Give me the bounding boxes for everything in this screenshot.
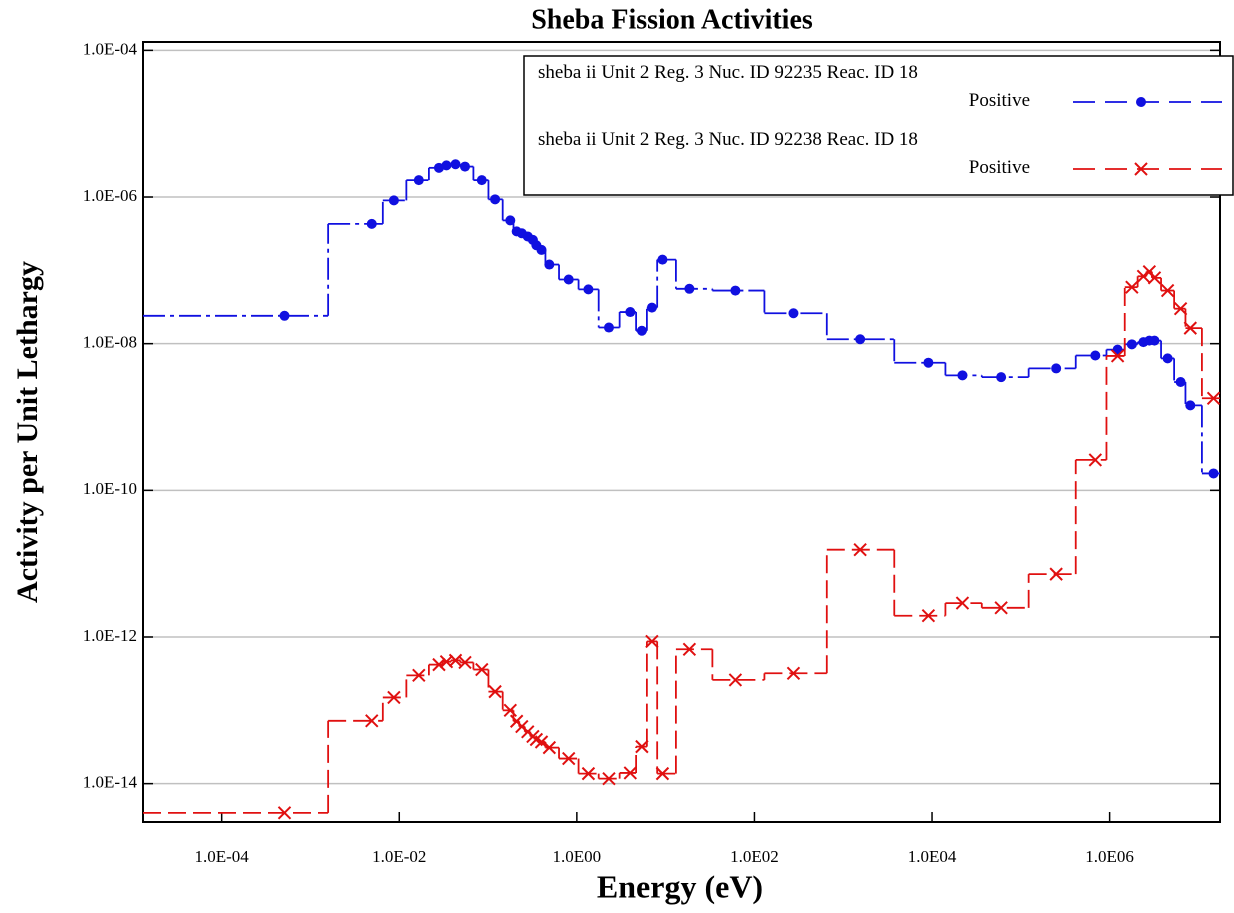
marker [387, 690, 401, 705]
marker [475, 662, 489, 677]
marker [625, 307, 636, 318]
marker [562, 751, 576, 766]
marker [682, 642, 697, 656]
marker [636, 325, 647, 336]
marker [1147, 271, 1162, 285]
marker [996, 372, 1007, 383]
marker [957, 370, 968, 381]
marker [534, 735, 549, 749]
x-tick-label: 1.0E-02 [372, 847, 426, 866]
marker [583, 284, 594, 295]
marker [855, 334, 866, 345]
marker [476, 175, 487, 186]
x-tick-label: 1.0E06 [1085, 847, 1134, 866]
y-tick-label: 1.0E-06 [83, 186, 137, 205]
chart-title: Sheba Fission Activities [531, 4, 813, 35]
marker [623, 766, 638, 780]
y-axis-label: Activity per Unit Lethargy [11, 261, 44, 603]
marker [1134, 162, 1148, 176]
marker [1160, 283, 1175, 298]
marker [1149, 335, 1160, 346]
y-tick-label: 1.0E-10 [83, 479, 137, 498]
x-tick-label: 1.0E02 [730, 847, 779, 866]
marker [581, 766, 596, 781]
marker [655, 766, 670, 781]
x-tick-label: 1.0E00 [553, 847, 602, 866]
marker [536, 244, 547, 255]
marker [728, 673, 743, 687]
marker [684, 283, 695, 294]
marker [1175, 377, 1186, 388]
marker [602, 771, 616, 786]
marker [503, 703, 518, 718]
legend-label: sheba ii Unit 2 Reg. 3 Nuc. ID 92238 Rea… [538, 129, 1030, 178]
marker [1051, 363, 1062, 374]
y-tick-label: 1.0E-12 [83, 626, 137, 645]
marker [412, 668, 426, 683]
marker [279, 310, 290, 321]
marker [450, 159, 461, 170]
marker [1090, 350, 1101, 361]
marker [1049, 567, 1063, 581]
marker [1125, 280, 1139, 294]
marker [1162, 353, 1173, 364]
marker [1183, 321, 1197, 335]
legend-label-line: Positive [969, 157, 1030, 178]
x-tick-label: 1.0E-04 [195, 847, 250, 866]
marker [432, 657, 446, 672]
marker [542, 740, 557, 755]
y-tick-label: 1.0E-14 [83, 773, 138, 792]
x-tick-label: 1.0E04 [908, 847, 957, 866]
marker [994, 601, 1008, 615]
marker [1206, 391, 1221, 405]
legend-label: sheba ii Unit 2 Reg. 3 Nuc. ID 92235 Rea… [538, 62, 1030, 111]
marker [788, 308, 799, 319]
marker [646, 302, 657, 313]
marker [1126, 339, 1137, 350]
marker [544, 259, 555, 270]
marker [366, 218, 377, 229]
marker [490, 194, 501, 205]
marker [388, 195, 399, 206]
marker [441, 160, 452, 171]
marker [1173, 301, 1188, 316]
y-tick-label: 1.0E-08 [83, 333, 137, 352]
marker [730, 285, 741, 296]
marker [921, 609, 936, 623]
marker [1208, 468, 1219, 479]
marker [1185, 400, 1196, 411]
y-tick-label: 1.0E-04 [83, 39, 138, 58]
marker [365, 714, 379, 728]
marker [1110, 349, 1125, 363]
marker [853, 543, 867, 557]
marker [657, 254, 668, 265]
marker [488, 684, 502, 699]
marker [923, 357, 934, 368]
legend-box [523, 55, 1234, 196]
marker [413, 175, 424, 186]
marker [563, 274, 574, 285]
x-axis-label: Energy (eV) [597, 868, 763, 904]
marker [505, 215, 516, 226]
plot-frame [142, 41, 1221, 823]
marker [645, 634, 659, 649]
marker [1088, 453, 1103, 467]
legend-label-line: sheba ii Unit 2 Reg. 3 Nuc. ID 92238 Rea… [538, 129, 918, 150]
marker [603, 322, 614, 333]
marker [955, 596, 970, 610]
marker [786, 666, 801, 680]
marker [1136, 97, 1146, 107]
marker [277, 806, 292, 820]
legend-label-line: Positive [969, 90, 1030, 111]
marker [635, 739, 649, 754]
marker [458, 655, 472, 670]
legend-label-line: sheba ii Unit 2 Reg. 3 Nuc. ID 92235 Rea… [538, 62, 918, 83]
marker [460, 161, 471, 172]
